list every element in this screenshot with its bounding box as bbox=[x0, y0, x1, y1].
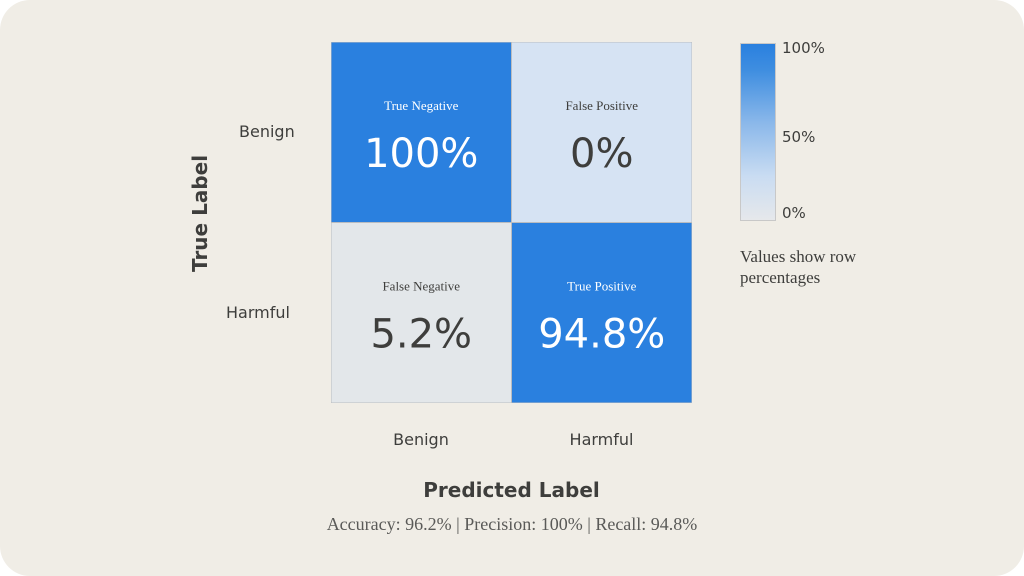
matrix-cell-0-0 bbox=[331, 42, 512, 223]
colorbar-tick-middle: 50% bbox=[782, 128, 816, 146]
colorbar bbox=[740, 43, 776, 221]
y-axis-title: True Label bbox=[188, 154, 212, 272]
cell-category-label: True Negative bbox=[384, 98, 458, 113]
x-tick-label-benign: Benign bbox=[393, 430, 449, 449]
y-tick-label-harmful: Harmful bbox=[226, 303, 290, 322]
matrix-cell-1-1 bbox=[511, 222, 692, 403]
confusion-matrix: True Negative 100% False Positive 0% False N… bbox=[331, 42, 692, 403]
cell-category-label: True Positive bbox=[567, 279, 636, 294]
y-tick-label-benign: Benign bbox=[239, 122, 295, 141]
cell-value-label: 5.2% bbox=[370, 312, 472, 358]
colorbar-note: Values show row percentages bbox=[740, 247, 857, 287]
matrix-cell-1-0 bbox=[331, 222, 512, 403]
cell-category-label: False Positive bbox=[565, 98, 638, 113]
cell-category-label: False Negative bbox=[382, 279, 460, 294]
cell-value-label: 100% bbox=[364, 131, 478, 177]
x-tick-label-harmful: Harmful bbox=[569, 430, 634, 449]
colorbar-tick-bottom: 0% bbox=[782, 204, 806, 222]
metrics-summary: Accuracy: 96.2% | Precision: 100% | Reca… bbox=[326, 514, 698, 534]
cell-value-label: 94.8% bbox=[538, 312, 665, 358]
colorbar-tick-top: 100% bbox=[782, 39, 825, 57]
matrix-cell-0-1 bbox=[511, 42, 692, 223]
x-axis-title: Predicted Label bbox=[423, 478, 600, 502]
cell-value-label: 0% bbox=[570, 131, 633, 177]
